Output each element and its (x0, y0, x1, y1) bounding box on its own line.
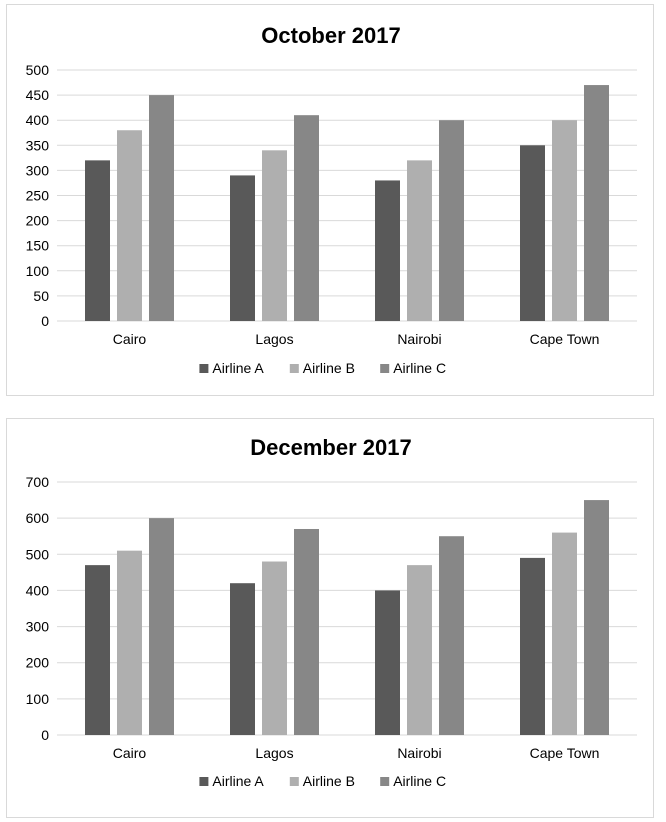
chart-panel-october: October 2017 0 50 100 150 200 250 300 350 400 450… (6, 4, 654, 396)
y-tick-label: 100 (26, 691, 50, 707)
bar (584, 85, 609, 321)
bar (584, 500, 609, 735)
bar (149, 518, 174, 735)
bar (520, 145, 545, 321)
legend-label: Airline A (212, 360, 264, 376)
legend-swatch (380, 777, 390, 786)
y-tick-label: 150 (26, 238, 50, 254)
x-tick-label: Lagos (255, 745, 293, 761)
bar (117, 130, 142, 321)
legend-label: Airline B (303, 773, 355, 789)
y-tick-label: 0 (41, 313, 49, 329)
y-tick-label: 250 (26, 188, 50, 204)
y-tick-label: 200 (26, 655, 50, 671)
y-tick-label: 600 (26, 510, 50, 526)
legend-label: Airline A (212, 773, 264, 789)
x-tick-label: Cape Town (530, 331, 600, 347)
bar (117, 550, 142, 735)
y-tick-label: 450 (26, 87, 50, 103)
legend-swatch (199, 364, 209, 373)
bar (230, 583, 255, 735)
x-tick-label: Cairo (113, 745, 147, 761)
legend-swatch (289, 364, 299, 373)
y-tick-label: 300 (26, 619, 50, 635)
y-tick-label: 0 (41, 727, 49, 743)
y-tick-label: 400 (26, 112, 50, 128)
y-tick-label: 500 (26, 546, 50, 562)
x-tick-label: Cairo (113, 331, 147, 347)
bar (294, 115, 319, 322)
bar (262, 561, 287, 735)
bar (149, 95, 174, 321)
y-tick-label: 700 (26, 474, 50, 490)
bar (262, 150, 287, 321)
chart-october-svg: October 2017 0 50 100 150 200 250 300 350 400 450… (26, 23, 637, 376)
chart-title: October 2017 (261, 23, 400, 48)
bar (552, 120, 577, 321)
legend-label: Airline C (393, 360, 446, 376)
chart-december-svg: December 2017 0 100 200 300 400 500 600 700 Cair… (26, 435, 637, 789)
y-tick-label: 500 (26, 62, 50, 78)
bar (230, 175, 255, 321)
x-tick-label: Cape Town (530, 745, 600, 761)
y-tick-label: 50 (33, 288, 49, 304)
x-tick-label: Lagos (255, 331, 293, 347)
y-tick-label: 300 (26, 162, 50, 178)
bar (407, 565, 432, 735)
bar (375, 590, 400, 735)
legend-label: Airline C (393, 773, 446, 789)
x-tick-label: Nairobi (397, 331, 441, 347)
bar (375, 180, 400, 321)
chart-panel-december: December 2017 0 100 200 300 400 500 600 700 Cair… (6, 418, 654, 818)
y-tick-label: 400 (26, 582, 50, 598)
x-tick-label: Nairobi (397, 745, 441, 761)
bar (552, 532, 577, 735)
y-tick-label: 350 (26, 137, 50, 153)
y-tick-label: 100 (26, 263, 50, 279)
bar (407, 160, 432, 321)
bar (85, 565, 110, 735)
bar (439, 536, 464, 735)
legend-swatch (380, 364, 390, 373)
bar (439, 120, 464, 321)
legend-swatch (289, 777, 299, 786)
legend-label: Airline B (303, 360, 355, 376)
bar (85, 160, 110, 321)
y-tick-label: 200 (26, 213, 50, 229)
bar (520, 557, 545, 735)
chart-title: December 2017 (250, 435, 411, 460)
legend-swatch (199, 777, 209, 786)
bar (294, 528, 319, 735)
